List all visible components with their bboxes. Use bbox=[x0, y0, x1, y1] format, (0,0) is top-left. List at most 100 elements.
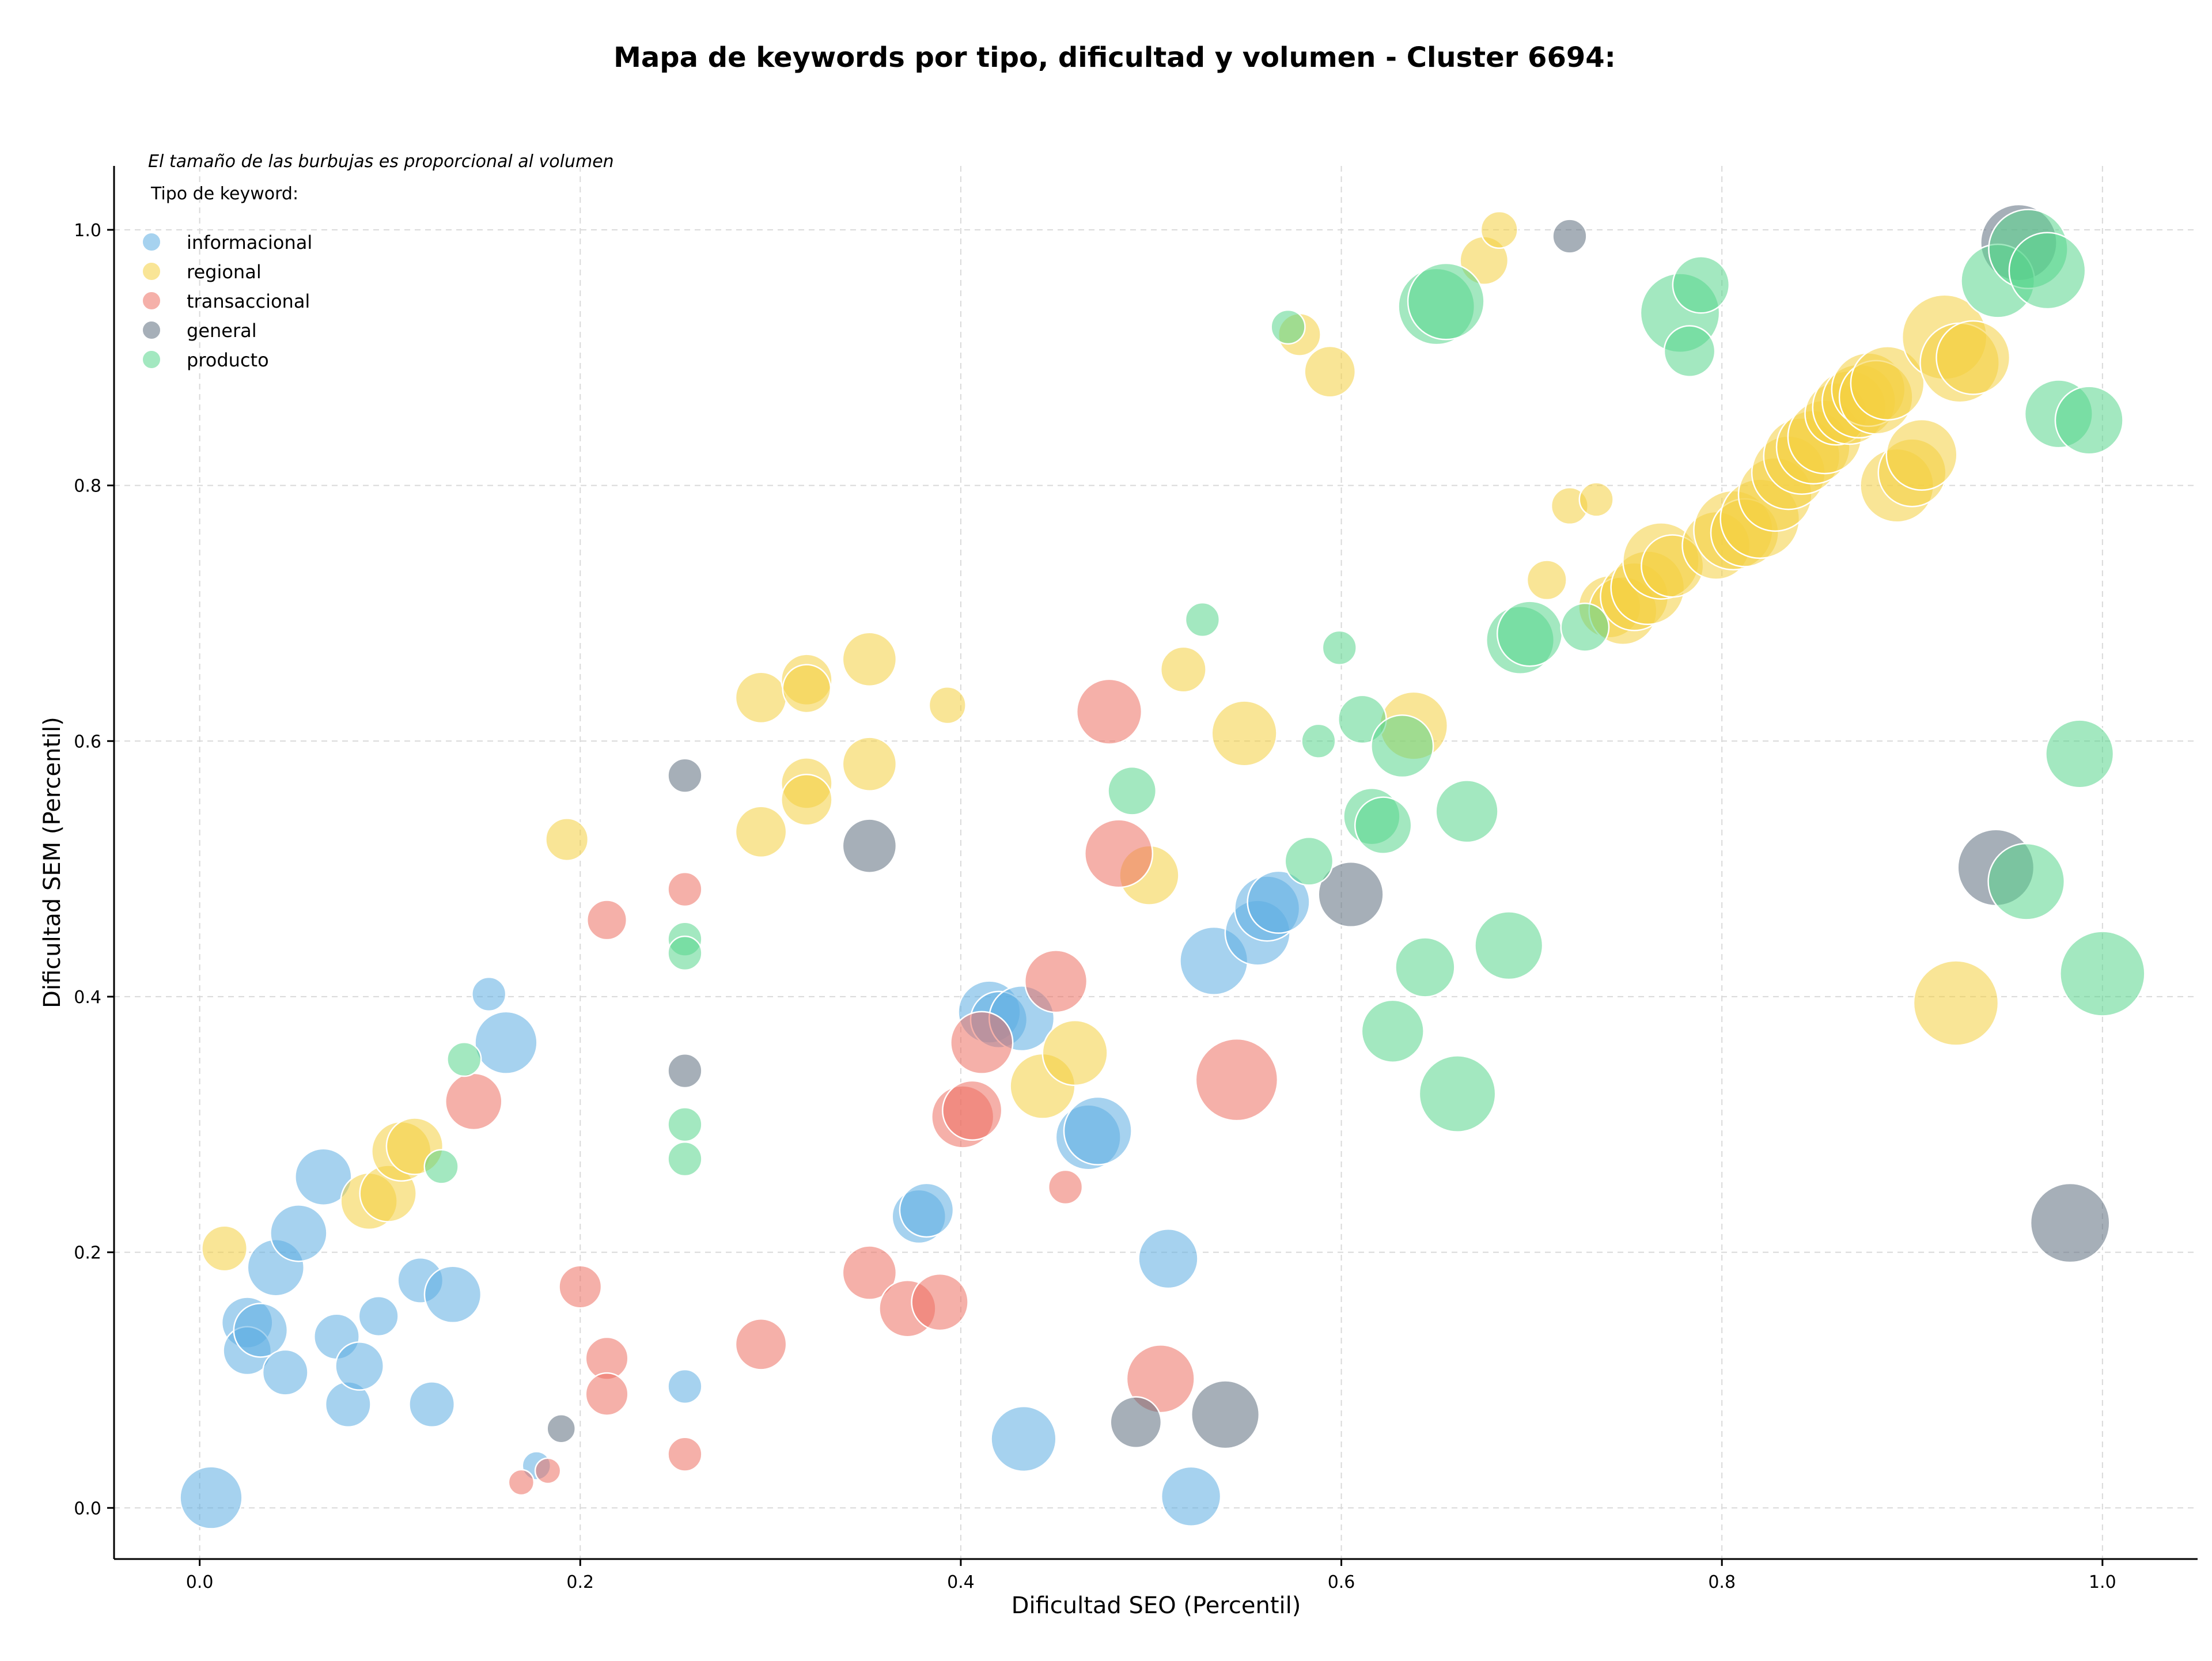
bubble-regional bbox=[1160, 646, 1207, 693]
bubble-general bbox=[842, 818, 897, 873]
bubble-producto bbox=[1270, 309, 1306, 345]
bubble-producto bbox=[1418, 1055, 1497, 1133]
bubble-regional bbox=[1526, 559, 1567, 601]
bubble-general bbox=[546, 1413, 577, 1444]
bubble-transaccional bbox=[667, 1436, 703, 1472]
bubble-producto bbox=[446, 1041, 482, 1077]
bubble-regional bbox=[842, 631, 897, 687]
bubble-producto bbox=[1560, 602, 1610, 652]
legend-title: Tipo de keyword: bbox=[150, 184, 298, 204]
bubble-informacional bbox=[1160, 1466, 1222, 1527]
y-tick-label: 0.8 bbox=[74, 476, 101, 497]
y-tick-label: 1.0 bbox=[74, 221, 101, 241]
x-axis-label: Dificultad SEO (Percentil) bbox=[1012, 1592, 1301, 1619]
legend-label-regional: regional bbox=[187, 261, 262, 283]
bubble-producto bbox=[1370, 714, 1434, 778]
x-tick-label: 0.0 bbox=[186, 1572, 214, 1592]
bubble-informacional bbox=[899, 1182, 955, 1238]
y-tick-label: 0.6 bbox=[74, 732, 101, 752]
bubble-producto bbox=[1107, 766, 1157, 816]
bubble-informacional bbox=[233, 1303, 289, 1358]
legend-marker-general bbox=[142, 320, 161, 340]
bubble-informacional bbox=[335, 1341, 385, 1391]
bubble-informacional bbox=[990, 1405, 1057, 1473]
bubble-informacional bbox=[408, 1381, 456, 1428]
x-tick-label: 1.0 bbox=[2089, 1572, 2116, 1592]
legend-items: informacional regional transaccional genera… bbox=[142, 232, 312, 371]
bubble-regional bbox=[928, 686, 967, 725]
bubble-regional bbox=[782, 664, 832, 714]
bubble-transaccional bbox=[667, 871, 703, 907]
bubble-producto bbox=[2008, 232, 2086, 310]
bubble-regional bbox=[545, 818, 589, 862]
bubble-transaccional bbox=[911, 1273, 969, 1331]
x-ticks: 0.0 0.2 0.4 0.6 0.8 1.0 bbox=[186, 1559, 2116, 1592]
bubble-informacional bbox=[262, 1349, 309, 1396]
bubble-informacional bbox=[358, 1295, 399, 1337]
legend-marker-transaccional bbox=[142, 291, 161, 311]
bubble-regional bbox=[781, 773, 833, 826]
bubble-informacional bbox=[474, 1011, 538, 1074]
y-tick-label: 0.4 bbox=[74, 987, 101, 1008]
bubble-informacional bbox=[471, 976, 507, 1012]
bubble-regional bbox=[1578, 482, 1614, 517]
bubble-general bbox=[1552, 218, 1588, 254]
bubble-general bbox=[667, 758, 703, 793]
legend-label-informacional: informacional bbox=[187, 232, 312, 253]
bubble-transaccional bbox=[1084, 819, 1154, 888]
legend-label-general: general bbox=[187, 320, 257, 342]
bubble-informacional bbox=[1063, 1096, 1132, 1166]
legend-marker-regional bbox=[142, 262, 161, 281]
y-ticks: 0.0 0.2 0.4 0.6 0.8 1.0 bbox=[74, 221, 114, 1519]
bubble-producto bbox=[667, 1107, 703, 1142]
bubble-regional bbox=[842, 736, 897, 792]
bubble-informacional bbox=[1138, 1228, 1199, 1289]
bubble-regional bbox=[1885, 418, 1958, 491]
bubble-general bbox=[2029, 1182, 2111, 1263]
bubble-general bbox=[1191, 1380, 1260, 1450]
bubble-producto bbox=[2054, 385, 2124, 455]
bubble-producto bbox=[423, 1149, 459, 1185]
bubble-producto bbox=[667, 1141, 703, 1177]
bubble-transaccional bbox=[734, 1318, 787, 1371]
bubble-regional bbox=[1936, 320, 2011, 395]
bubble-producto bbox=[1474, 911, 1544, 981]
bubble-regional bbox=[734, 671, 787, 724]
x-tick-label: 0.6 bbox=[1328, 1572, 1355, 1592]
bubble-transaccional bbox=[1195, 1038, 1279, 1122]
bubble-transaccional bbox=[942, 1080, 1003, 1141]
bubble-transaccional bbox=[558, 1265, 603, 1309]
bubble-producto bbox=[1284, 836, 1334, 886]
bubble-producto bbox=[1321, 630, 1357, 665]
bubble-regional bbox=[201, 1225, 248, 1272]
legend-label-transaccional: transaccional bbox=[187, 290, 310, 312]
legend-marker-informacional bbox=[142, 232, 161, 252]
legend: El tamaño de las burbujas es proporciona… bbox=[142, 152, 614, 371]
legend-label-producto: producto bbox=[187, 349, 269, 371]
bubble-general bbox=[667, 1053, 703, 1089]
bubble-transaccional bbox=[1024, 949, 1088, 1013]
bubble-informacional bbox=[1247, 870, 1310, 934]
bubble-transaccional bbox=[1047, 1169, 1084, 1205]
bubble-producto bbox=[1435, 780, 1499, 843]
bubble-regional bbox=[1912, 960, 1999, 1046]
y-tick-label: 0.2 bbox=[74, 1243, 101, 1263]
volume-note: El tamaño de las burbujas es proporciona… bbox=[148, 152, 614, 172]
bubble-regional bbox=[1211, 700, 1278, 767]
bubble-transaccional bbox=[586, 899, 628, 941]
bubble-general bbox=[1317, 861, 1384, 928]
bubble-regional bbox=[1041, 1019, 1108, 1087]
bubble-informacional bbox=[270, 1204, 328, 1262]
chart-title: Mapa de keywords por tipo, dificultad y … bbox=[613, 41, 1616, 74]
bubble-producto bbox=[667, 935, 703, 971]
bubble-transaccional bbox=[534, 1457, 562, 1485]
bubble-producto bbox=[1407, 262, 1485, 340]
bubble-producto bbox=[1395, 937, 1456, 998]
bubble-transaccional bbox=[950, 1011, 1014, 1074]
bubble-producto bbox=[1496, 600, 1563, 667]
bubble-producto bbox=[1987, 842, 2066, 921]
bubble-producto bbox=[1663, 325, 1716, 378]
bubble-transaccional bbox=[507, 1469, 535, 1496]
bubble-producto bbox=[1184, 601, 1221, 638]
